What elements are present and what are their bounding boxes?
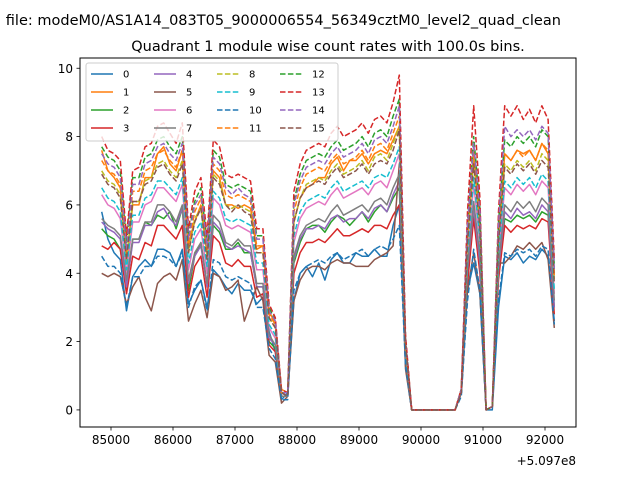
y-tick-label: 8: [65, 130, 73, 144]
legend-label-14: 14: [312, 106, 325, 117]
series-line-7: [101, 173, 556, 411]
series-line-15: [101, 129, 556, 411]
legend-box: [85, 62, 339, 142]
x-offset-label: +5.097e8: [517, 454, 576, 468]
legend-label-2: 2: [123, 106, 129, 117]
y-tick-label: 0: [65, 403, 73, 417]
x-axis: 85000 86000 87000 88000 89000 90000 91000 92000: [92, 427, 564, 447]
y-tick-label: 4: [65, 267, 73, 281]
x-tick-label: 88000: [278, 433, 316, 447]
y-tick-label: 2: [65, 335, 73, 349]
plot-frame: [79, 57, 577, 428]
series-line-10: [101, 224, 556, 411]
series-line-11: [101, 115, 556, 411]
legend-label-1: 1: [123, 88, 129, 99]
legend-label-11: 11: [249, 124, 262, 135]
legend-label-0: 0: [123, 70, 129, 81]
legend-label-5: 5: [186, 88, 192, 99]
legend-label-6: 6: [186, 106, 192, 117]
legend-label-7: 7: [186, 124, 192, 135]
legend-label-10: 10: [249, 106, 262, 117]
legend-label-3: 3: [123, 124, 129, 135]
series-line-2: [101, 187, 556, 411]
x-tick-label: 90000: [402, 433, 440, 447]
series-line-12: [101, 98, 556, 411]
legend-label-15: 15: [312, 124, 325, 135]
legend-label-4: 4: [186, 70, 192, 81]
series-line-4: [101, 180, 556, 411]
chart-title: Quadrant 1 module wise count rates with …: [131, 39, 525, 55]
y-tick-label: 10: [58, 62, 73, 76]
legend-label-8: 8: [249, 70, 255, 81]
series-line-9: [101, 146, 556, 411]
x-tick-label: 85000: [92, 433, 130, 447]
legend-label-13: 13: [312, 88, 325, 99]
x-tick-label: 87000: [216, 433, 254, 447]
x-tick-label: 91000: [464, 433, 502, 447]
x-tick-label: 89000: [340, 433, 378, 447]
x-tick-label: 86000: [154, 433, 192, 447]
legend-label-12: 12: [312, 70, 325, 81]
x-tick-label: 92000: [526, 433, 564, 447]
y-tick-label: 6: [65, 198, 73, 212]
series-line-3: [101, 204, 556, 411]
series-line-0: [100, 204, 556, 411]
legend-label-9: 9: [249, 88, 255, 99]
y-axis: 0 2 4 6 8 10: [58, 62, 80, 417]
figure-suptitle: n file: modeM0/AS1A14_083T05_9000006554_…: [0, 13, 561, 29]
series-line-14: [101, 105, 556, 411]
